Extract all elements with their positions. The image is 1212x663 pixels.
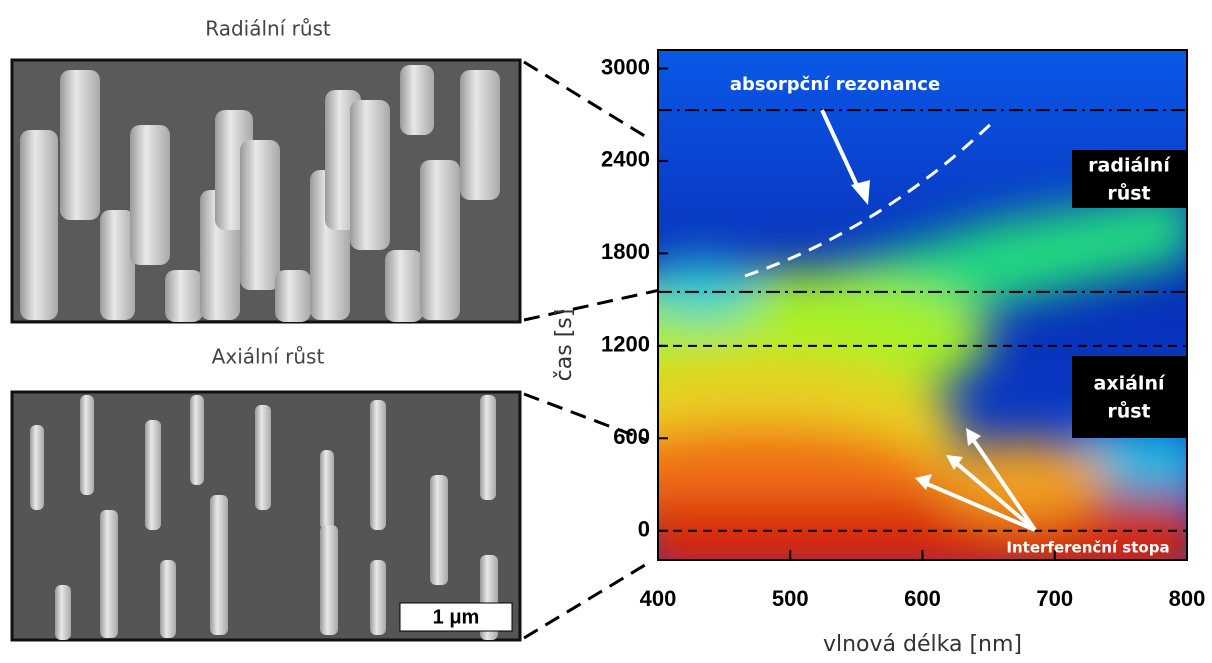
bottom-image-label: Axiální růst [212, 345, 325, 369]
axial-label: růst [1107, 400, 1150, 423]
pillar [20, 130, 58, 320]
pillar [240, 140, 280, 290]
y-axis-label: čas [s] [552, 309, 577, 382]
axial-box [1072, 356, 1186, 438]
pillar [480, 395, 496, 500]
figure: Radiální růst Axiální růst 1 μm 0 600 1200… [0, 0, 1212, 659]
y-tick-label: 1200 [601, 332, 650, 357]
pillar [80, 395, 94, 495]
pillar [460, 70, 500, 200]
scale-bar-label: 1 μm [433, 606, 480, 628]
pillar [100, 510, 118, 638]
pillar [370, 560, 386, 635]
x-tick-label: 800 [1169, 586, 1206, 611]
interference-label: Interferenční stopa [1006, 539, 1169, 557]
pillar [145, 420, 161, 530]
pillar [190, 395, 204, 485]
pillar [320, 450, 334, 530]
pillar [350, 100, 390, 250]
pillar [320, 525, 338, 635]
x-axis-label: vlnová délka [nm] [823, 632, 1022, 657]
y-tick-label: 600 [613, 424, 650, 449]
y-tick-label: 0 [638, 517, 650, 542]
radial-label: růst [1107, 182, 1150, 205]
page: Radiální růst Axiální růst 1 μm 0 600 1200… [0, 0, 1212, 659]
pillar [100, 210, 135, 320]
axial-label: axiální [1094, 373, 1166, 395]
resonance-label: absorpční rezonance [730, 74, 940, 95]
pillar [160, 560, 176, 638]
pillar [400, 65, 434, 135]
pillar [165, 270, 203, 322]
pillar [370, 400, 386, 530]
x-tick-label: 500 [772, 586, 809, 611]
pillar [420, 160, 460, 320]
sem-image-radial [12, 60, 520, 322]
heatmap [530, 50, 1200, 580]
y-tick-label: 3000 [601, 54, 650, 79]
pillar [430, 475, 448, 585]
pillar [55, 585, 71, 640]
pillar [210, 495, 228, 635]
top-image-label: Radiální růst [205, 17, 331, 41]
x-tick-label: 600 [904, 586, 941, 611]
pillar [255, 405, 271, 510]
pillar [130, 125, 170, 265]
y-tick-label: 1800 [601, 239, 650, 264]
radial-label: radiální [1088, 155, 1171, 177]
y-tick-label: 2400 [601, 147, 650, 172]
pillar [275, 270, 311, 322]
pillar [60, 70, 100, 220]
x-tick-label: 400 [640, 586, 677, 611]
pillar [385, 250, 423, 322]
pillar [30, 425, 44, 510]
x-tick-label: 700 [1036, 586, 1073, 611]
